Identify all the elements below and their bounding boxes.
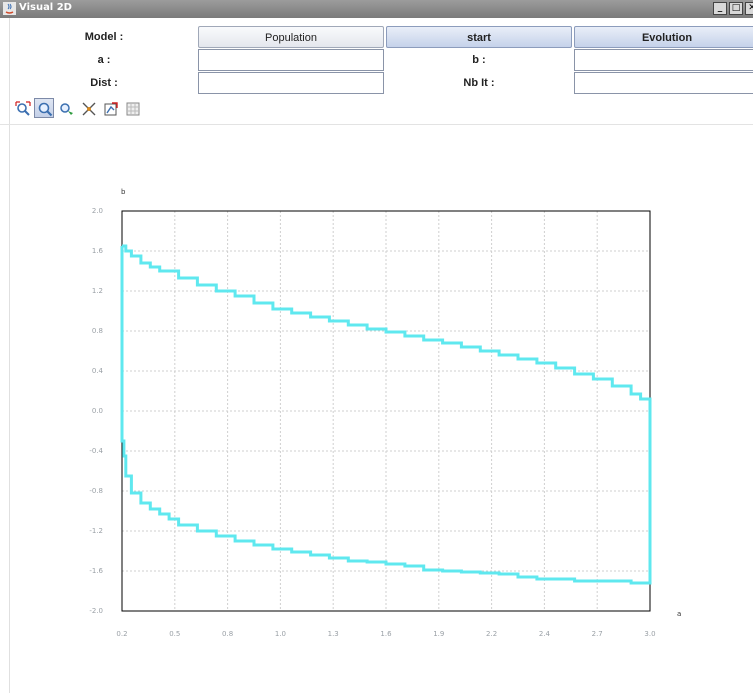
left-border	[0, 18, 10, 693]
maximize-button[interactable]: □	[729, 2, 743, 15]
java-app-icon	[3, 2, 16, 15]
pan-icon	[60, 103, 73, 115]
y-tick-label: -1.6	[89, 567, 103, 575]
title-bar: Visual 2D _ □ ✕	[0, 0, 753, 18]
dist-input[interactable]	[198, 72, 384, 94]
dist-row: Dist : Nb It :	[10, 72, 753, 94]
evolution-button[interactable]: Evolution	[574, 26, 753, 48]
y-tick-label: -0.4	[89, 447, 103, 455]
model-row: Model : Population start Evolution	[10, 26, 753, 48]
x-tick-label: 1.0	[275, 630, 286, 638]
y-tick-label: 1.6	[92, 247, 104, 255]
x-tick-label: 2.7	[592, 630, 603, 638]
y-tick-label: -1.2	[89, 527, 103, 535]
x-axis-label: a	[677, 610, 681, 618]
x-tick-label: 0.5	[169, 630, 180, 638]
pan-button[interactable]	[56, 98, 76, 118]
x-tick-label: 0.8	[222, 630, 233, 638]
start-button[interactable]: start	[386, 26, 572, 48]
reset-view-button[interactable]	[78, 98, 98, 118]
zoom-region-icon	[15, 101, 31, 116]
y-tick-label: 0.0	[92, 407, 103, 415]
export-button[interactable]	[100, 98, 120, 118]
y-tick-label: 2.0	[92, 207, 103, 215]
zoom-icon	[38, 102, 53, 117]
dist-label: Dist :	[90, 77, 118, 89]
series-line	[120, 244, 652, 585]
grid-icon	[126, 102, 140, 116]
grid-button[interactable]	[122, 98, 142, 118]
x-tick-label: 1.9	[433, 630, 444, 638]
b-label: b :	[472, 54, 486, 66]
zoom-region-button[interactable]	[12, 98, 32, 118]
minimize-button[interactable]: _	[713, 2, 727, 15]
x-tick-label: 2.4	[539, 630, 551, 638]
zoom-button[interactable]	[34, 98, 54, 118]
x-tick-label: 3.0	[644, 630, 655, 638]
x-tick-label: 2.2	[486, 630, 497, 638]
ab-row: a : b :	[10, 49, 753, 71]
a-input[interactable]	[198, 49, 384, 71]
y-axis-label: b	[121, 188, 126, 196]
b-input[interactable]	[574, 49, 753, 71]
reset-view-icon	[82, 102, 96, 116]
toolbar-separator	[0, 124, 753, 125]
y-tick-label: -2.0	[89, 607, 103, 615]
plot-toolbar	[10, 96, 753, 122]
a-label: a :	[97, 54, 111, 66]
model-label: Model :	[84, 31, 124, 43]
y-tick-label: 0.8	[92, 327, 103, 335]
y-tick-label: -0.8	[89, 487, 103, 495]
x-tick-label: 1.3	[328, 630, 339, 638]
y-tick-label: 1.2	[92, 287, 103, 295]
nbit-input[interactable]	[574, 72, 753, 94]
nbit-label: Nb It :	[463, 77, 495, 89]
close-button[interactable]: ✕	[745, 2, 753, 15]
export-icon	[104, 102, 118, 116]
x-tick-label: 0.2	[116, 630, 127, 638]
population-button[interactable]: Population	[198, 26, 384, 48]
window-title: Visual 2D	[19, 2, 72, 13]
x-tick-label: 1.6	[380, 630, 392, 638]
y-tick-label: 0.4	[92, 367, 104, 375]
